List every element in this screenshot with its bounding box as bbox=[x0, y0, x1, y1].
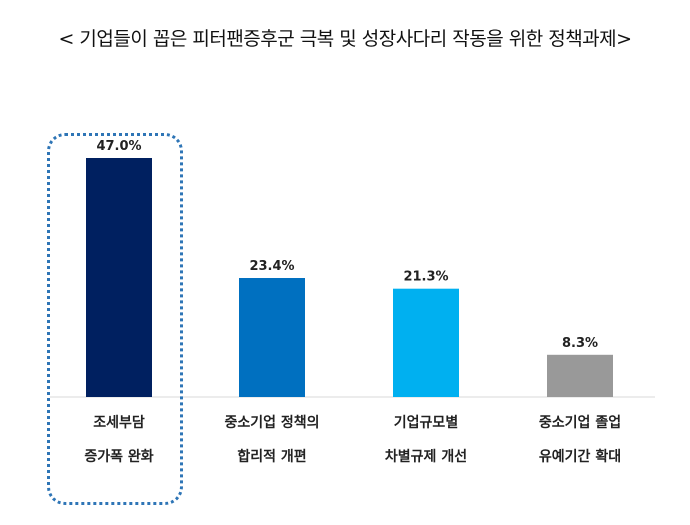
category-label-line: 합리적 개편 bbox=[237, 449, 307, 465]
data-label: 8.3% bbox=[562, 336, 598, 351]
category-label-line: 조세부담 bbox=[93, 415, 145, 431]
chart-title: < 기업들이 꼽은 피터팬증후군 극복 및 성장사다리 작동을 위한 정책과제> bbox=[58, 28, 632, 50]
data-label: 21.3% bbox=[403, 270, 448, 285]
category-label-line: 기업규모별 bbox=[393, 415, 459, 431]
category-label-line: 차별규제 개선 bbox=[384, 449, 468, 465]
bar bbox=[86, 158, 152, 397]
category-label-line: 유예기간 확대 bbox=[538, 449, 622, 465]
category-label-line: 중소기업 졸업 bbox=[538, 415, 622, 431]
bar bbox=[393, 288, 459, 397]
bar bbox=[547, 354, 613, 397]
category-label-line: 중소기업 정책의 bbox=[224, 415, 320, 431]
data-label: 23.4% bbox=[249, 259, 294, 274]
bar bbox=[239, 278, 305, 397]
highlight-box bbox=[47, 133, 183, 505]
data-label: 47.0% bbox=[96, 139, 141, 154]
category-label-line: 증가폭 완화 bbox=[84, 449, 154, 465]
